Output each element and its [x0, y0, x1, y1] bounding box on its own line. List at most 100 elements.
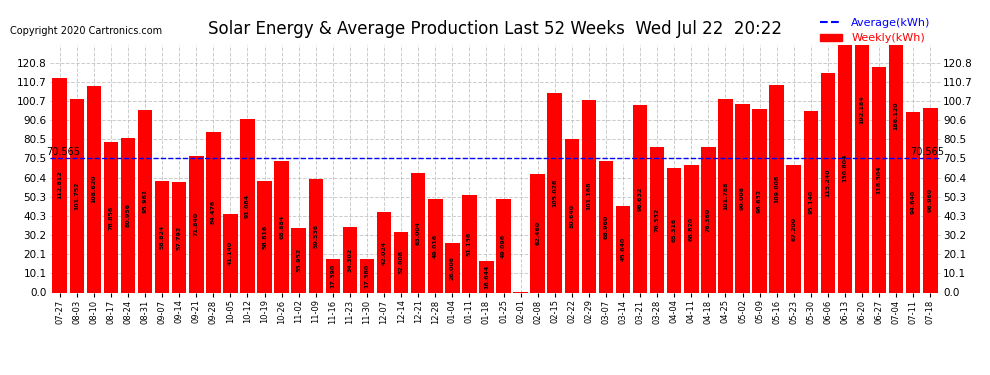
Bar [446, 243, 459, 292]
Text: 62.460: 62.460 [536, 221, 541, 245]
Text: 59.536: 59.536 [313, 224, 318, 248]
Text: 80.640: 80.640 [569, 204, 574, 228]
Text: 65.316: 65.316 [672, 218, 677, 243]
Bar [649, 147, 664, 292]
Text: 115.240: 115.240 [826, 168, 831, 197]
Bar [479, 261, 494, 292]
Text: 109.008: 109.008 [774, 175, 779, 203]
Bar [906, 112, 921, 292]
Text: 76.360: 76.360 [706, 208, 711, 232]
Bar [667, 168, 681, 292]
Text: 95.140: 95.140 [808, 190, 813, 214]
Legend: Average(kWh), Weekly(kWh): Average(kWh), Weekly(kWh) [816, 13, 935, 48]
Text: 63.004: 63.004 [416, 220, 421, 245]
Text: 96.960: 96.960 [928, 188, 933, 212]
Text: 118.304: 118.304 [876, 166, 881, 194]
Bar [769, 85, 784, 292]
Bar [564, 139, 579, 292]
Text: Copyright 2020 Cartronics.com: Copyright 2020 Cartronics.com [10, 26, 162, 36]
Bar [87, 86, 101, 292]
Text: 94.640: 94.640 [911, 190, 916, 214]
Text: 51.136: 51.136 [467, 232, 472, 256]
Text: 95.961: 95.961 [143, 189, 148, 213]
Text: 91.084: 91.084 [245, 194, 250, 218]
Text: 101.788: 101.788 [723, 182, 728, 210]
Text: 16.644: 16.644 [484, 264, 489, 289]
Text: 66.820: 66.820 [689, 217, 694, 241]
Bar [804, 111, 818, 292]
Text: 130.804: 130.804 [842, 154, 847, 182]
Bar [889, 0, 904, 292]
Text: 96.632: 96.632 [757, 188, 762, 213]
Bar [633, 105, 647, 292]
Text: 49.096: 49.096 [501, 234, 506, 258]
Bar [547, 93, 562, 292]
Bar [872, 67, 886, 292]
Bar [736, 104, 749, 292]
Bar [189, 156, 204, 292]
Text: 32.008: 32.008 [399, 250, 404, 274]
Bar [69, 99, 84, 292]
Bar [377, 213, 391, 292]
Text: 78.856: 78.856 [109, 205, 114, 230]
Text: 45.640: 45.640 [621, 237, 626, 261]
Bar [786, 165, 801, 292]
Bar [343, 227, 357, 292]
Bar [599, 161, 613, 292]
Text: 33.952: 33.952 [296, 248, 301, 272]
Text: 49.016: 49.016 [433, 234, 438, 258]
Bar [326, 260, 341, 292]
Bar [138, 110, 152, 292]
Text: 58.816: 58.816 [262, 224, 267, 249]
Bar [838, 44, 852, 292]
Bar [923, 108, 938, 292]
Bar [274, 161, 289, 292]
Bar [257, 180, 272, 292]
Bar [394, 231, 408, 292]
Bar [752, 108, 767, 292]
Bar [359, 260, 374, 292]
Text: 98.632: 98.632 [638, 186, 643, 211]
Bar [684, 165, 699, 292]
Text: 68.960: 68.960 [604, 215, 609, 239]
Bar [52, 78, 67, 292]
Text: 84.476: 84.476 [211, 200, 216, 224]
Bar [154, 180, 169, 292]
Text: 71.840: 71.840 [194, 212, 199, 236]
Text: 192.184: 192.184 [859, 95, 864, 124]
Text: 108.620: 108.620 [91, 175, 96, 203]
Text: 42.024: 42.024 [381, 240, 386, 264]
Text: 17.390: 17.390 [331, 264, 336, 288]
Text: 41.140: 41.140 [228, 241, 233, 266]
Bar [291, 228, 306, 292]
Text: 105.028: 105.028 [552, 178, 557, 207]
Text: 101.752: 101.752 [74, 182, 79, 210]
Bar [496, 199, 511, 292]
Bar [206, 132, 221, 292]
Bar [582, 100, 596, 292]
Bar [616, 206, 631, 292]
Text: 76.332: 76.332 [654, 208, 659, 232]
Bar [309, 179, 323, 292]
Text: 99.008: 99.008 [740, 186, 745, 210]
Text: 57.792: 57.792 [177, 225, 182, 250]
Bar [241, 119, 254, 292]
Bar [411, 172, 426, 292]
Text: 34.302: 34.302 [347, 248, 352, 272]
Bar [854, 0, 869, 292]
Text: 80.956: 80.956 [126, 203, 131, 228]
Bar [428, 199, 443, 292]
Text: 112.812: 112.812 [57, 171, 62, 200]
Bar [821, 73, 836, 292]
Text: 26.006: 26.006 [449, 256, 454, 280]
Bar [104, 142, 118, 292]
Text: 186.120: 186.120 [894, 101, 899, 130]
Bar [223, 214, 238, 292]
Bar [121, 138, 136, 292]
Bar [172, 183, 186, 292]
Text: 67.200: 67.200 [791, 216, 796, 240]
Text: 101.168: 101.168 [586, 182, 591, 210]
Text: 68.884: 68.884 [279, 215, 284, 239]
Text: 17.380: 17.380 [364, 264, 369, 288]
Text: 58.824: 58.824 [159, 224, 164, 249]
